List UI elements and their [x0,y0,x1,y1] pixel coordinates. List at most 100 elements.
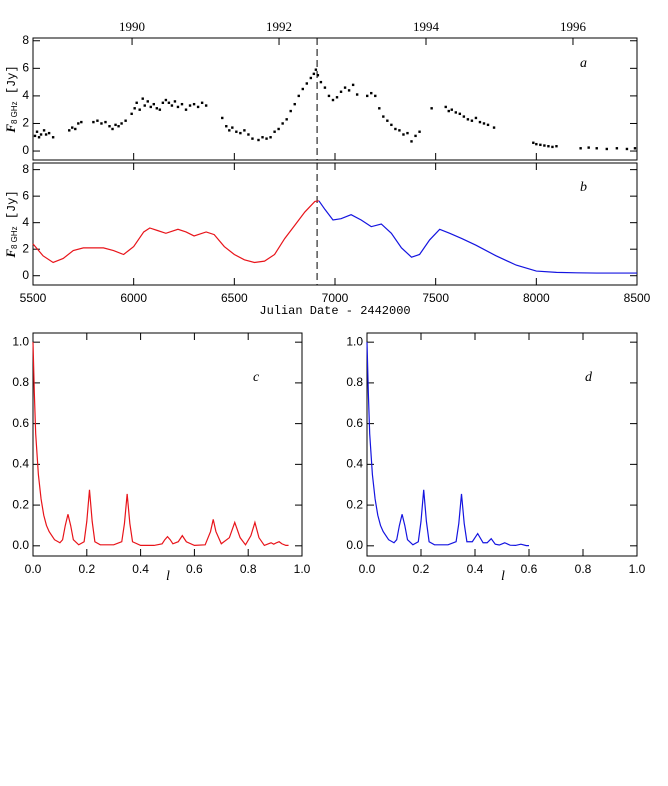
data-point [470,119,474,122]
data-point [47,131,51,135]
data-line [366,342,529,547]
y-tick-label: 1.0 [346,334,363,348]
y-axis-label: F8 GHz [Jy] [3,65,19,133]
data-point [532,141,535,144]
data-point [164,98,168,102]
data-point [378,107,381,110]
panel-label: b [580,180,587,195]
x2-tick-label: 1994 [413,19,440,34]
data-point [343,86,347,89]
y-tick-label: 0.6 [12,416,29,430]
data-point [335,96,339,99]
data-point [243,129,246,132]
x-tick-label: 1.0 [294,562,311,576]
data-point [535,142,538,146]
x2-tick-label: 1990 [119,19,145,34]
data-point [120,122,123,125]
data-point [351,83,355,87]
y-tick-label: 0.2 [12,497,29,511]
data-point [204,104,208,107]
y-tick-label: 8 [22,33,29,47]
data-line [32,342,289,547]
data-point [235,130,238,133]
data-point [462,115,466,118]
x-tick-label: 0.0 [25,562,42,576]
data-point [314,68,318,71]
x-tick-label: 0.0 [359,562,376,576]
x-tick-label: 0.8 [575,562,592,576]
data-point [418,130,421,133]
data-line [318,200,637,274]
plot-frame [32,332,303,557]
data-point [555,145,558,148]
y-tick-label: 6 [22,188,29,202]
data-point [35,130,39,133]
data-point [605,147,608,151]
data-point [370,91,373,95]
y-tick-label: 0 [22,268,29,282]
y-tick-label: 0.0 [12,538,29,552]
panel-label: a [580,56,587,71]
data-point [486,123,490,127]
data-point [289,109,292,113]
data-point [347,89,351,92]
panel-label: d [585,370,593,385]
y-tick-label: 4 [22,215,29,229]
data-point [410,140,413,143]
data-point [161,101,165,104]
data-point [327,94,331,98]
y-tick-label: 0.4 [346,457,363,471]
y-label-symbol: F [3,249,18,259]
data-point [261,136,264,139]
y-tick-label: 2 [22,241,29,255]
x-tick-label: 0.4 [467,562,484,576]
x-tick-label: 0.6 [186,562,203,576]
data-line [32,200,319,264]
data-point [42,129,46,132]
data-point [447,109,450,113]
x-tick-label: 6500 [221,291,248,305]
data-point [92,120,95,124]
data-point [382,115,385,118]
data-point [68,129,71,132]
data-point [466,118,470,121]
data-point [301,87,304,91]
plot-frame [32,37,638,161]
data-point [316,74,320,77]
data-point [414,134,417,138]
y-label-unit: [Jy] [5,65,19,101]
data-point [71,126,74,129]
data-point [625,147,629,151]
data-point [366,94,369,98]
data-point [117,125,120,128]
data-point [551,145,554,149]
data-point [149,105,152,109]
data-point [406,131,409,135]
data-point [247,133,250,136]
data-point [293,102,296,106]
x-tick-label: 0.2 [78,562,95,576]
data-point [192,102,196,106]
data-point [152,102,155,106]
y-tick-label: 6 [22,60,29,74]
y-label-unit: [Jy] [5,190,19,226]
data-point [402,133,405,136]
x-tick-label: 8000 [523,291,550,305]
data-point [173,100,177,103]
data-point [595,147,598,150]
data-point [114,123,117,127]
y-tick-label: 0.0 [346,538,363,552]
x2-tick-label: 1992 [266,19,292,34]
x-axis-label: l [501,569,505,584]
data-point [111,127,114,131]
data-point [615,147,619,150]
data-point [39,133,43,136]
data-point [390,123,393,127]
data-point [450,108,453,111]
data-point [355,93,359,96]
y-label-subscript: 8 GHz [10,101,19,124]
data-point [104,120,107,124]
data-point [309,76,313,80]
x-tick-label: 0.8 [240,562,257,576]
